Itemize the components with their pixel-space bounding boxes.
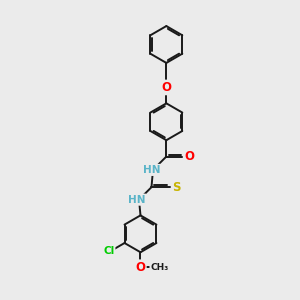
Text: O: O [161,81,171,94]
Text: O: O [136,261,146,274]
Text: Cl: Cl [103,246,114,256]
Text: S: S [172,181,181,194]
Text: CH₃: CH₃ [150,262,169,272]
Text: HN: HN [128,195,146,205]
Text: O: O [184,150,194,163]
Text: HN: HN [143,165,160,175]
